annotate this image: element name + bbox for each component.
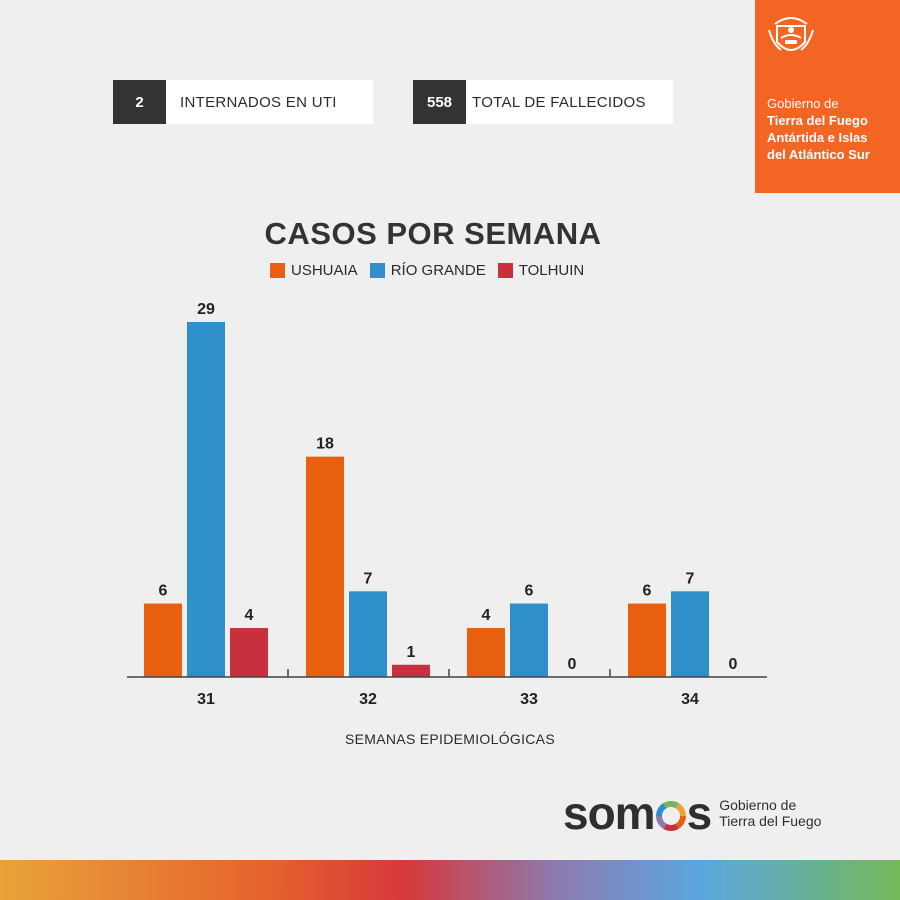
legend-item-rio-grande: RÍO GRANDE xyxy=(369,262,486,279)
data-label: 6 xyxy=(525,583,534,600)
rainbow-footer-bar xyxy=(0,860,900,900)
x-tick-label: 33 xyxy=(520,691,538,708)
x-tick-label: 32 xyxy=(359,691,377,708)
bar-33-1 xyxy=(510,603,548,677)
legend-item-tolhuin: TOLHUIN xyxy=(497,262,585,279)
data-label: 4 xyxy=(482,607,491,624)
bar-32-1 xyxy=(349,591,387,677)
brand-line-1: Gobierno de xyxy=(767,96,839,111)
bar-33-0 xyxy=(467,628,505,677)
bar-32-0 xyxy=(306,456,344,677)
stat-internados-uti: 2 INTERNADOS EN UTI xyxy=(113,80,373,124)
legend-label: TOLHUIN xyxy=(518,262,585,279)
chart-title: CASOS POR SEMANA xyxy=(264,216,602,251)
bar-34-1 xyxy=(671,591,709,677)
bar-31-1 xyxy=(187,322,225,677)
somos-gov-line-1: Gobierno de xyxy=(719,797,797,813)
legend-item-ushuaia: USHUAIA xyxy=(270,262,358,279)
legend-swatch xyxy=(369,263,385,278)
somos-word: som s xyxy=(563,786,713,840)
legend-swatch xyxy=(270,263,285,278)
somos-gov-line-2: Tierra del Fuego xyxy=(719,813,822,829)
stat-value: 2 xyxy=(113,80,166,124)
bar-31-0 xyxy=(144,603,182,677)
bar-32-2 xyxy=(392,664,430,677)
brand-line-3: Antártida e Islas xyxy=(767,130,868,145)
x-tick-label: 34 xyxy=(681,691,699,708)
stat-label: TOTAL DE FALLECIDOS xyxy=(472,93,646,111)
data-label: 4 xyxy=(245,607,254,624)
stat-value: 558 xyxy=(413,80,466,124)
x-tick-label: 31 xyxy=(197,691,215,708)
legend-label: USHUAIA xyxy=(291,262,358,279)
somos-colored-o-icon xyxy=(655,801,686,831)
somos-gov-text: Gobierno de Tierra del Fuego xyxy=(719,797,821,829)
somos-logo: som s Gobierno de Tierra del Fuego xyxy=(563,786,821,840)
data-label: 0 xyxy=(568,656,577,673)
somos-word-part: som xyxy=(563,787,656,839)
data-label: 0 xyxy=(729,656,738,673)
provincial-coat-of-arms-icon xyxy=(768,17,814,51)
data-label: 6 xyxy=(643,583,652,600)
bar-34-0 xyxy=(628,603,666,677)
data-label: 1 xyxy=(407,644,416,661)
stat-total-fallecidos: 558 TOTAL DE FALLECIDOS xyxy=(413,80,673,124)
data-label: 29 xyxy=(197,301,215,318)
data-label: 6 xyxy=(159,583,168,600)
stat-label: INTERNADOS EN UTI xyxy=(180,93,337,111)
data-label: 18 xyxy=(316,436,334,453)
chart-legend: USHUAIA RÍO GRANDE TOLHUIN xyxy=(270,262,596,279)
data-label: 7 xyxy=(686,570,695,587)
data-label: 7 xyxy=(364,570,373,587)
x-axis-title: SEMANAS EPIDEMIOLÓGICAS xyxy=(345,731,555,747)
legend-label: RÍO GRANDE xyxy=(390,262,486,279)
brand-line-2: Tierra del Fuego xyxy=(767,113,868,128)
government-brand-block: Gobierno de Tierra del Fuego Antártida e… xyxy=(755,0,900,193)
somos-word-part: s xyxy=(686,787,713,839)
brand-text: Gobierno de Tierra del Fuego Antártida e… xyxy=(767,95,870,163)
somos-wordmark: som s xyxy=(563,786,713,840)
legend-swatch xyxy=(497,263,513,278)
bar-31-2 xyxy=(230,628,268,677)
brand-line-4: del Atlántico Sur xyxy=(767,147,870,162)
